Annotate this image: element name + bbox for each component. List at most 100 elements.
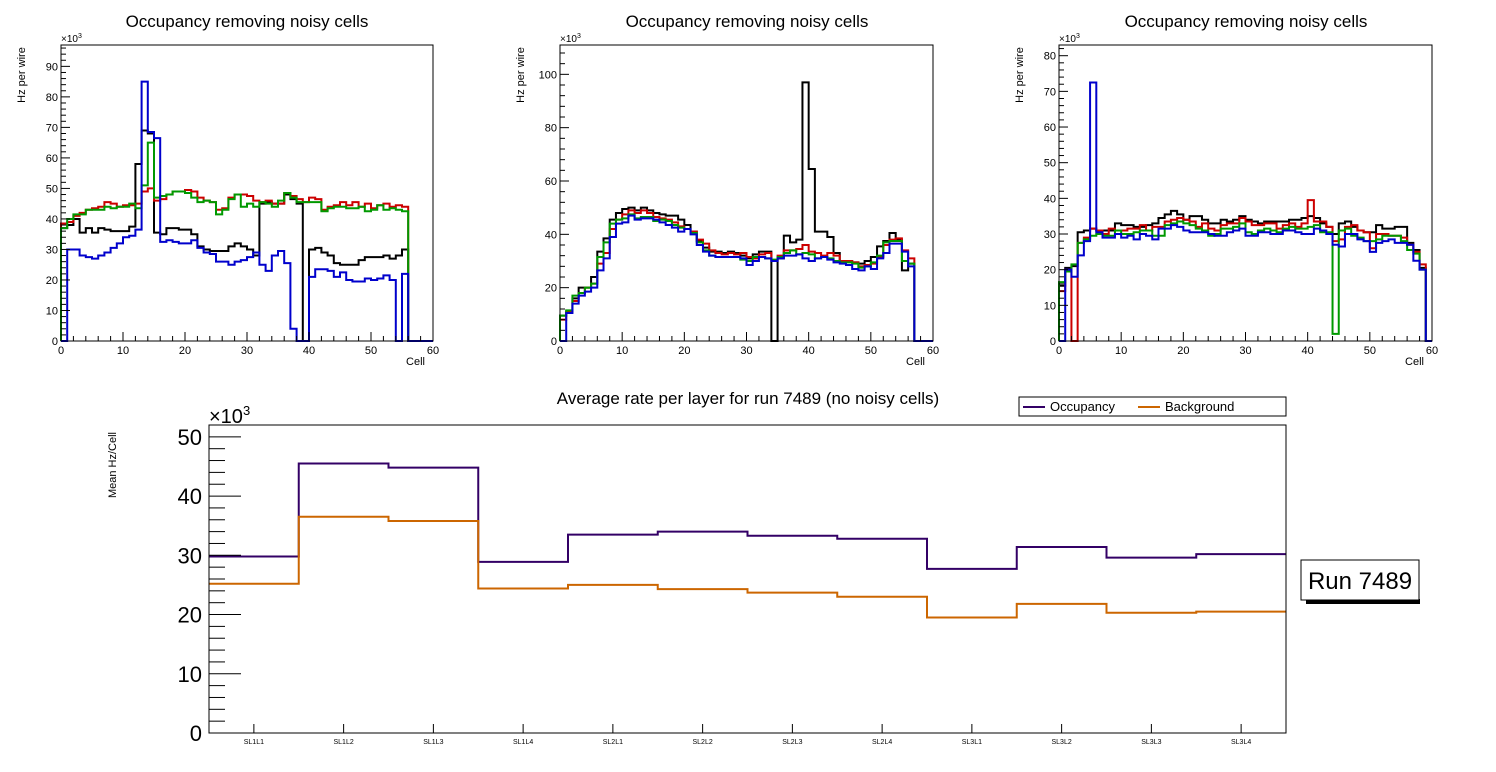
- y-tick-label: 0: [551, 336, 557, 348]
- run-label-box: [1300, 559, 1420, 601]
- legend-entry: Background: [1165, 399, 1234, 414]
- x-tick-label: 60: [927, 345, 939, 357]
- y-axis-label: Hz per wire: [16, 47, 28, 103]
- y-tick-label: 20: [178, 603, 202, 628]
- x-tick-label: 10: [1115, 345, 1127, 357]
- y-tick-label: 20: [1044, 265, 1056, 277]
- y-tick-label: 0: [190, 721, 202, 746]
- y-tick-label: 0: [52, 336, 58, 348]
- x-tick-label: 30: [241, 345, 253, 357]
- y-tick-label: 60: [46, 153, 58, 165]
- series-green: [1058, 220, 1432, 342]
- x-tick-label: 50: [865, 345, 877, 357]
- x-tick-label: 0: [58, 345, 64, 357]
- series-blue: [61, 80, 433, 342]
- x-category-label: SL1L2: [334, 739, 354, 746]
- series-green: [60, 141, 433, 342]
- x-tick-label: 20: [678, 345, 690, 357]
- y-axis-label: Hz per wire: [515, 47, 527, 103]
- x-category-label: SL1L4: [513, 739, 533, 746]
- x-tick-label: 10: [117, 345, 129, 357]
- x-tick-label: 40: [1302, 345, 1314, 357]
- x-tick-label: 0: [557, 345, 563, 357]
- x-category-label: SL2L1: [603, 739, 623, 746]
- y-tick-label: 60: [545, 176, 557, 188]
- chart-title: Occupancy removing noisy cells: [1125, 12, 1368, 31]
- y-multiplier: ×103: [61, 33, 82, 45]
- y-tick-label: 50: [46, 183, 58, 195]
- legend-entry: Occupancy: [1050, 399, 1116, 414]
- series-red: [60, 187, 433, 342]
- x-category-label: SL1L1: [244, 739, 264, 746]
- chart-title: Average rate per layer for run 7489 (no …: [557, 389, 939, 408]
- x-tick-label: 60: [427, 345, 439, 357]
- x-tick-label: 20: [179, 345, 191, 357]
- x-tick-label: 50: [1364, 345, 1376, 357]
- plot-frame: [1058, 44, 1433, 342]
- x-tick-label: 40: [803, 345, 815, 357]
- y-tick-label: 50: [178, 425, 202, 450]
- x-category-label: SL3L3: [1141, 739, 1161, 746]
- x-category-label: SL3L2: [1052, 739, 1072, 746]
- series-occupancy: [209, 462, 1286, 570]
- series-black: [60, 129, 433, 342]
- plot-frame: [208, 424, 1287, 734]
- x-axis-label: Cell: [406, 356, 425, 368]
- y-tick-label: 40: [46, 214, 58, 226]
- x-tick-label: 0: [1056, 345, 1062, 357]
- y-tick-label: 10: [1044, 300, 1056, 312]
- series-blue: [560, 214, 933, 342]
- y-tick-label: 50: [1044, 158, 1056, 170]
- plot-frame: [559, 44, 934, 342]
- y-tick-label: 30: [1044, 229, 1056, 241]
- y-tick-label: 90: [46, 61, 58, 73]
- y-tick-label: 40: [1044, 193, 1056, 205]
- y-multiplier: ×103: [209, 403, 250, 428]
- y-tick-label: 20: [545, 283, 557, 295]
- y-tick-label: 30: [46, 244, 58, 256]
- x-category-label: SL2L3: [782, 739, 802, 746]
- x-axis-label: Cell: [1405, 356, 1424, 368]
- x-axis-label: Cell: [906, 356, 925, 368]
- series-black: [559, 81, 933, 342]
- y-tick-label: 70: [46, 122, 58, 134]
- run-label: Run 7489: [1308, 568, 1412, 595]
- x-tick-label: 40: [303, 345, 315, 357]
- y-tick-label: 80: [1044, 51, 1056, 63]
- x-category-label: SL3L1: [962, 739, 982, 746]
- x-category-label: SL2L4: [872, 739, 892, 746]
- chart-title: Occupancy removing noisy cells: [626, 12, 869, 31]
- y-tick-label: 0: [1050, 336, 1056, 348]
- y-tick-label: 60: [1044, 122, 1056, 134]
- series-red: [1058, 199, 1432, 342]
- chart-title: Occupancy removing noisy cells: [126, 12, 369, 31]
- series-background: [209, 515, 1286, 619]
- y-tick-label: 80: [545, 123, 557, 135]
- x-tick-label: 20: [1177, 345, 1189, 357]
- x-tick-label: 50: [365, 345, 377, 357]
- x-tick-label: 30: [1239, 345, 1251, 357]
- y-tick-label: 20: [46, 275, 58, 287]
- y-tick-label: 100: [539, 69, 557, 81]
- y-tick-label: 70: [1044, 86, 1056, 98]
- run-label-shadow: [1306, 599, 1420, 604]
- y-multiplier: ×103: [560, 33, 581, 45]
- y-tick-label: 10: [46, 305, 58, 317]
- series-blue: [1059, 81, 1432, 342]
- y-multiplier: ×103: [1059, 33, 1080, 45]
- x-category-label: SL1L3: [423, 739, 443, 746]
- y-tick-label: 10: [178, 662, 202, 687]
- x-category-label: SL2L2: [693, 739, 713, 746]
- x-tick-label: 60: [1426, 345, 1438, 357]
- y-tick-label: 40: [545, 229, 557, 241]
- y-tick-label: 40: [178, 484, 202, 509]
- y-axis-label: Mean Hz/Cell: [107, 432, 119, 498]
- plot-frame: [60, 44, 434, 342]
- y-tick-label: 80: [46, 92, 58, 104]
- y-axis-label: Hz per wire: [1014, 47, 1026, 103]
- y-tick-label: 30: [178, 543, 202, 568]
- x-tick-label: 30: [740, 345, 752, 357]
- x-category-label: SL3L4: [1231, 739, 1251, 746]
- x-tick-label: 10: [616, 345, 628, 357]
